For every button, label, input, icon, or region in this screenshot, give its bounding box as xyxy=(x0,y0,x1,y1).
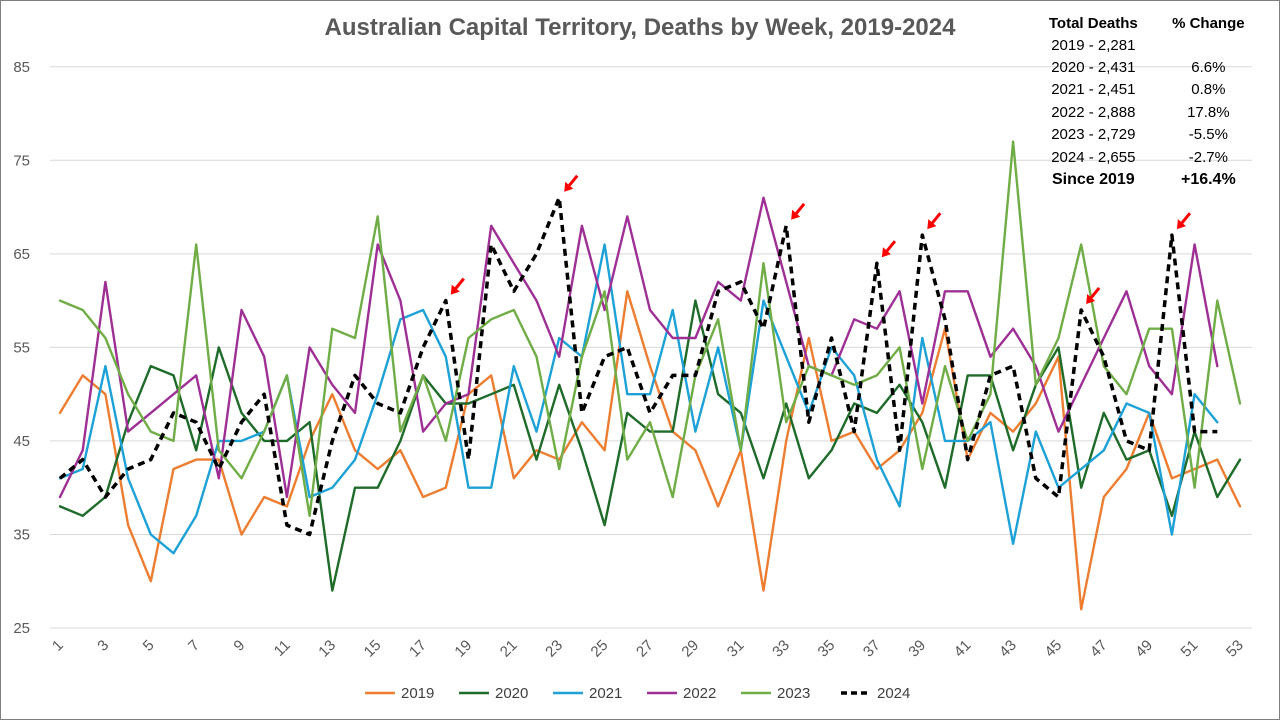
stats-change-2023: -5.5% xyxy=(1188,126,1228,144)
x-tick-label: 29 xyxy=(678,637,702,661)
series-line-2024 xyxy=(58,195,1218,537)
x-tick-label: 25 xyxy=(588,637,612,661)
x-tick-label: 43 xyxy=(996,637,1020,661)
stats-year-2023: 2023 - 2,729 xyxy=(1051,126,1136,144)
stats-year-2024: 2024 - 2,655 xyxy=(1051,148,1136,166)
annotation-arrow xyxy=(791,202,806,220)
x-tick-label: 3 xyxy=(94,637,112,655)
x-tick-label: 31 xyxy=(724,637,748,661)
x-tick-label: 9 xyxy=(230,637,248,655)
x-tick-label: 35 xyxy=(815,637,839,661)
x-tick-label: 13 xyxy=(315,637,339,661)
x-tick-label: 23 xyxy=(542,637,566,661)
series-line-2023 xyxy=(58,140,1242,517)
x-tick-label: 49 xyxy=(1132,637,1156,661)
y-tick-label: 45 xyxy=(13,433,30,450)
stats-change-2020: 6.6% xyxy=(1191,59,1226,77)
x-tick-label: 5 xyxy=(140,637,158,655)
x-tick-label: 45 xyxy=(1041,637,1065,661)
x-tick-label: 41 xyxy=(951,637,975,661)
x-axis-ticks: 1 3 5 7 9 11 13 15 17 19 21 23 25 27 29 31 33 35 37 39 41 43 4… xyxy=(49,637,1247,661)
annotation-arrows xyxy=(450,174,1192,304)
annotation-arrow xyxy=(1176,212,1192,230)
legend-label-2024: 2024 xyxy=(877,685,910,702)
stats-table: Total Deaths % Change 2019 - 2,281 2020 … xyxy=(1030,12,1270,191)
stats-change-2021: 0.8% xyxy=(1191,81,1226,99)
chart-title: Australian Capital Territory, Deaths by … xyxy=(324,14,956,41)
x-tick-label: 21 xyxy=(497,637,521,661)
stats-change-2019 xyxy=(1157,34,1260,56)
gridlines xyxy=(50,66,1252,629)
legend-label-2023: 2023 xyxy=(777,685,810,702)
annotation-arrow xyxy=(450,277,465,295)
x-tick-label: 53 xyxy=(1223,637,1247,661)
series-lines xyxy=(58,140,1242,611)
legend-label-2021: 2021 xyxy=(589,685,622,702)
x-tick-label: 27 xyxy=(633,637,657,661)
y-tick-label: 75 xyxy=(13,152,30,169)
series-line-2021 xyxy=(58,243,1219,555)
y-tick-label: 25 xyxy=(13,620,30,637)
legend: 2019 2020 2021 2022 2023 2024 xyxy=(365,685,910,702)
annotation-arrow xyxy=(927,212,942,230)
stats-header-total: Total Deaths xyxy=(1048,14,1138,32)
y-tick-label: 65 xyxy=(13,246,30,263)
x-tick-label: 11 xyxy=(271,637,294,660)
series-line-2020 xyxy=(58,299,1242,592)
legend-label-2019: 2019 xyxy=(401,685,434,702)
x-tick-label: 51 xyxy=(1178,637,1202,661)
x-tick-label: 37 xyxy=(860,637,884,661)
x-tick-label: 17 xyxy=(406,637,430,661)
x-tick-label: 19 xyxy=(451,637,475,661)
x-tick-label: 7 xyxy=(185,637,203,655)
stats-total-value: +16.4% xyxy=(1180,170,1236,188)
y-tick-label: 35 xyxy=(13,526,30,543)
annotation-arrow xyxy=(1086,287,1101,304)
stats-change-2022: 17.8% xyxy=(1187,103,1230,121)
stats-year-2020: 2020 - 2,431 xyxy=(1051,59,1136,77)
stats-year-2022: 2022 - 2,888 xyxy=(1051,103,1136,121)
x-tick-label: 15 xyxy=(361,637,385,661)
y-tick-label: 85 xyxy=(13,59,30,76)
x-tick-label: 1 xyxy=(49,637,67,655)
x-tick-label: 47 xyxy=(1087,637,1111,661)
series-line-2022 xyxy=(58,196,1219,499)
legend-label-2020: 2020 xyxy=(495,685,528,702)
stats-total-label: Since 2019 xyxy=(1051,170,1135,188)
stats-change-2024: -2.7% xyxy=(1188,148,1228,166)
x-tick-label: 33 xyxy=(769,637,793,661)
annotation-arrow xyxy=(881,240,897,258)
y-axis-ticks: 25 35 45 55 65 75 85 xyxy=(13,59,30,637)
stats-header-change: % Change xyxy=(1172,14,1245,32)
stats-year-2019: 2019 - 2,281 xyxy=(1051,36,1136,54)
stats-year-2021: 2021 - 2,451 xyxy=(1051,81,1136,99)
legend-label-2022: 2022 xyxy=(683,685,716,702)
y-tick-label: 55 xyxy=(13,339,30,356)
annotation-arrow xyxy=(564,174,579,192)
x-tick-label: 39 xyxy=(905,637,929,661)
